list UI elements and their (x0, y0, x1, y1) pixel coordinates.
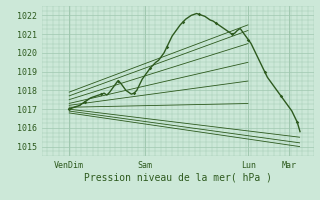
X-axis label: Pression niveau de la mer( hPa ): Pression niveau de la mer( hPa ) (84, 173, 272, 183)
